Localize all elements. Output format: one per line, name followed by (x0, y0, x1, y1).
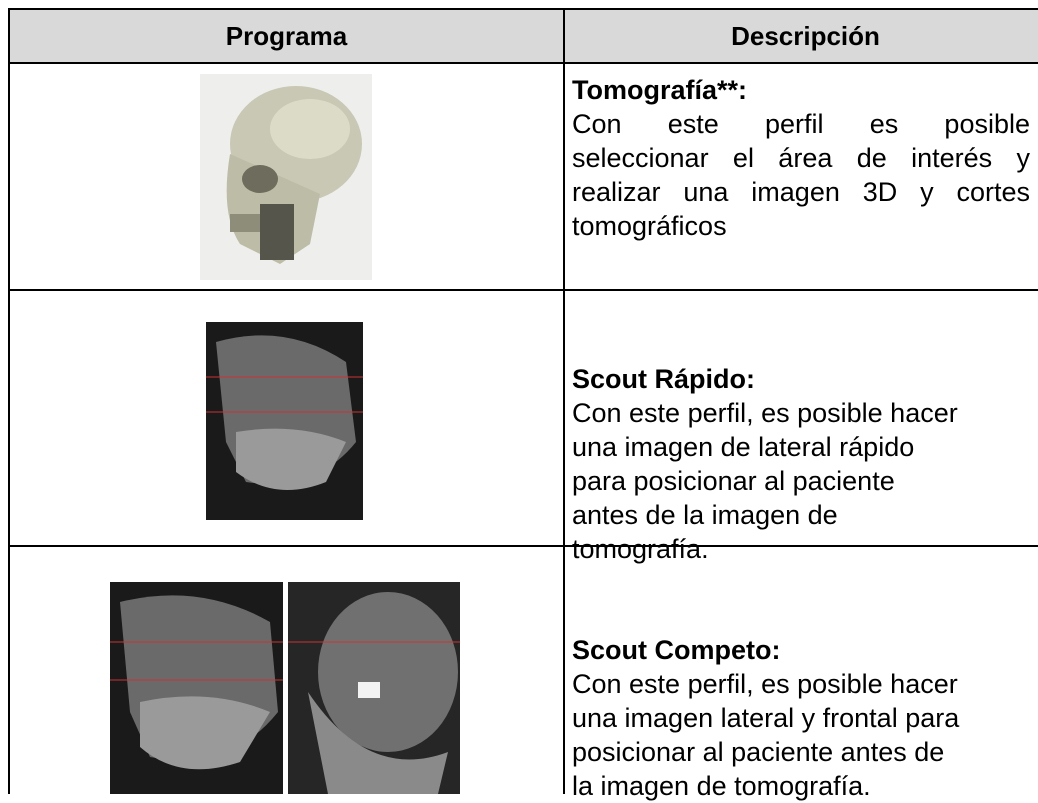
description: Scout Competo: Con este perfil, es posib… (572, 633, 1030, 803)
xray-lateral (206, 322, 363, 520)
row-title: Tomografía**: (572, 75, 748, 105)
border (563, 8, 565, 794)
description-line: Con este perfil es posible (572, 109, 1030, 139)
description-line: realizar una imagen 3D y cortes (572, 177, 1030, 207)
header-cell: Programa (8, 8, 565, 64)
border (8, 8, 10, 794)
description: Scout Rápido: Con este perfil, es posibl… (572, 362, 1030, 566)
description-line: Con este perfil, es posible hacer (572, 398, 958, 428)
description-line: para posicionar al paciente (572, 466, 895, 496)
xray-frontal (288, 582, 460, 794)
row-title: Scout Competo: (572, 635, 781, 665)
description-line: posicionar al paciente antes de (572, 737, 945, 767)
header-text: Descripción (731, 20, 880, 51)
xray-lateral (110, 582, 283, 794)
description-line: la imagen de tomografía. (572, 771, 871, 801)
skull-image (200, 74, 372, 280)
description-line: seleccionar el área de interés y (572, 143, 1030, 173)
description-line: tomografía. (572, 534, 709, 564)
description-line: antes de la imagen de (572, 500, 838, 530)
description-line: una imagen de lateral rápido (572, 432, 915, 462)
description: Tomografía**: Con este perfil es posible… (572, 73, 1030, 243)
description-line: tomográficos (572, 211, 727, 241)
border (8, 289, 1038, 291)
description-line: una imagen lateral y frontal para (572, 703, 960, 733)
header-text: Programa (225, 20, 348, 51)
row-title: Scout Rápido: (572, 364, 755, 394)
border (8, 545, 1038, 547)
header-cell: Descripción (563, 8, 1038, 64)
description-line: Con este perfil, es posible hacer (572, 669, 958, 699)
